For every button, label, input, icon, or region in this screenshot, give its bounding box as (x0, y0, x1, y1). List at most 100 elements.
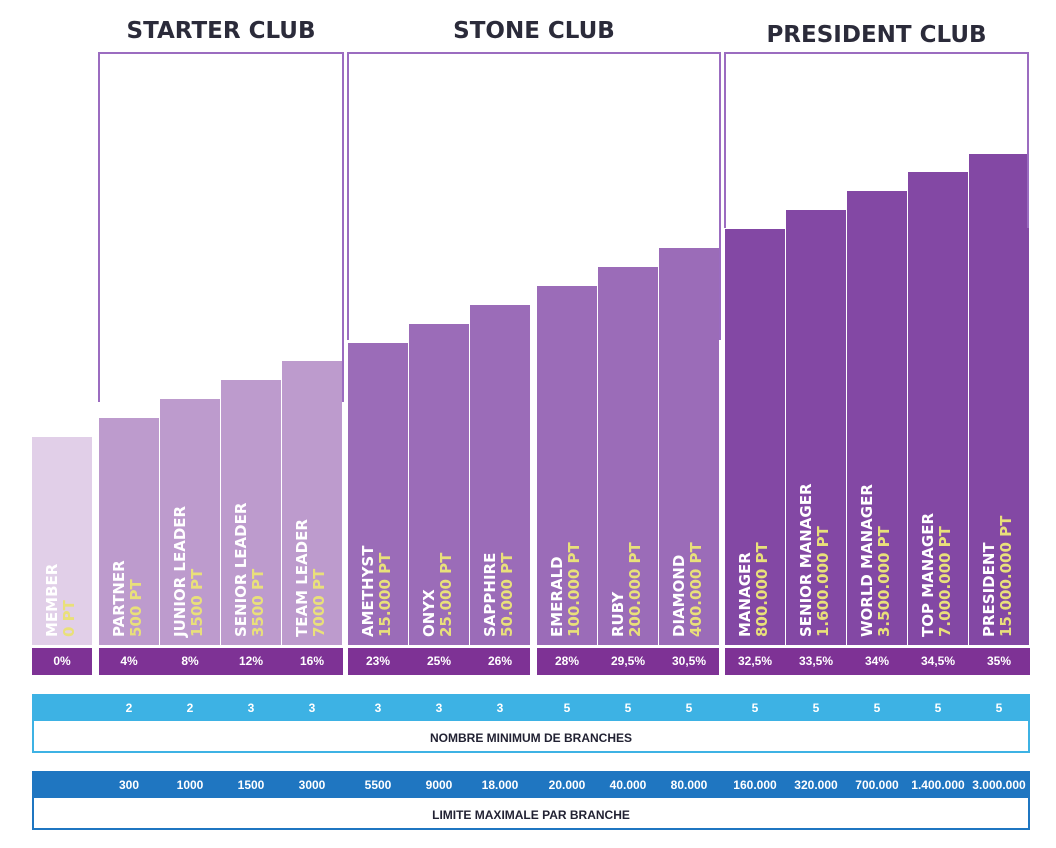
percent-label: 34% (864, 654, 890, 668)
club-bracket-3 (724, 52, 1029, 228)
bar-label: ONYX 25.000 PT (420, 553, 455, 637)
limit-row-value: 320.000 (794, 778, 838, 792)
bar-label: MEMBER 0 PT (43, 563, 78, 637)
branches-row-value: 5 (685, 701, 693, 715)
percent-label: 12% (238, 654, 264, 668)
branches-row-value: 5 (934, 701, 942, 715)
rank-name: SENIOR LEADER (232, 502, 250, 637)
rank-name: JUNIOR LEADER (171, 505, 189, 637)
percent-label: 32,5% (737, 654, 773, 668)
rank-name: DIAMOND (670, 554, 688, 637)
rank-name: PRESIDENT (980, 542, 998, 637)
percent-label: 8% (181, 654, 199, 668)
rank-points: 800.000 PT (753, 542, 771, 637)
percent-label: 29,5% (610, 654, 646, 668)
limit-row-value: 1500 (237, 778, 265, 792)
bar-label: SENIOR LEADER 3500 PT (232, 502, 267, 637)
bar-label: PRESIDENT 15.000.000 PT (980, 515, 1015, 637)
rank-points: 7.000.000 PT (936, 526, 954, 637)
bar-manager: MANAGER 800.000 PT (725, 229, 785, 645)
bar-senior-manager: SENIOR MANAGER 1.600.000 PT (786, 210, 846, 645)
club-title: STARTER CLUB (126, 18, 316, 44)
bar-label: MANAGER 800.000 PT (736, 542, 771, 637)
limit-row-value: 9000 (425, 778, 453, 792)
bar-label: RUBY 200.000 PT (609, 542, 644, 637)
branches-row-value: 3 (496, 701, 504, 715)
rank-name: WORLD MANAGER (858, 484, 876, 637)
percent-label: 4% (120, 654, 138, 668)
branches-row: 2 2 3 3 3 3 3 5 5 5 5 5 5 5 5 NOMBRE MINIMUM DE BRANCHE… (32, 694, 1030, 753)
rank-points: 100.000 PT (565, 542, 583, 637)
percent-label: 28% (554, 654, 580, 668)
bar-label: TOP MANAGER 7.000.000 PT (919, 512, 954, 637)
percent-label: 34,5% (920, 654, 956, 668)
club-bracket-1 (98, 52, 344, 402)
rank-points: 7000 PT (310, 568, 328, 637)
rank-points: 3.500.000 PT (875, 526, 893, 637)
branches-row-value: 2 (125, 701, 133, 715)
limit-row-band (34, 773, 1028, 798)
bar-president: PRESIDENT 15.000.000 PT (969, 153, 1029, 645)
branches-row-caption: NOMBRE MINIMUM DE BRANCHES (430, 731, 632, 745)
rank-name: SAPPHIRE (481, 552, 499, 637)
limit-row-value: 1000 (176, 778, 204, 792)
limit-row-value: 20.000 (548, 778, 586, 792)
bar-senior-leader: SENIOR LEADER 3500 PT (221, 380, 281, 645)
rank-points: 50.000 PT (498, 552, 516, 637)
limit-row-value: 40.000 (609, 778, 647, 792)
bar-onyx: ONYX 25.000 PT (409, 323, 469, 645)
bar-label: DIAMOND 400.000 PT (670, 542, 705, 637)
branches-row-value: 5 (873, 701, 881, 715)
rank-points: 0 PT (60, 600, 78, 637)
bar-label: JUNIOR LEADER 1500 PT (171, 505, 206, 637)
limit-row-value: 80.000 (670, 778, 708, 792)
bar-label: SAPPHIRE 50.000 PT (481, 552, 516, 637)
branches-row-value: 3 (374, 701, 382, 715)
club-title: STONE CLUB (453, 18, 615, 44)
limit-row-value: 1.400.000 (911, 778, 965, 792)
bar-amethyst: AMETHYST 15.000 PT (348, 342, 408, 645)
percent-strip (99, 648, 343, 675)
rank-points: 1500 PT (188, 568, 206, 637)
percent-strip (537, 648, 719, 675)
rank-name: PARTNER (110, 560, 128, 637)
branches-row-value: 5 (563, 701, 571, 715)
club-bracket-2 (347, 52, 721, 340)
rank-name: TOP MANAGER (919, 512, 937, 637)
percent-label: 23% (365, 654, 391, 668)
bar-top-manager: TOP MANAGER 7.000.000 PT (908, 172, 968, 645)
bar-diamond: DIAMOND 400.000 PT (659, 248, 719, 645)
percent-strip (32, 648, 92, 675)
limit-row-value: 300 (118, 778, 140, 792)
bar-label: EMERALD 100.000 PT (548, 542, 583, 637)
percent-strip (348, 648, 530, 675)
rank-name: EMERALD (548, 556, 566, 637)
branches-row-value: 3 (435, 701, 443, 715)
bar-member: MEMBER 0 PT (32, 437, 92, 645)
bar-label: WORLD MANAGER 3.500.000 PT (858, 484, 893, 637)
rank-points: 1.600.000 PT (814, 526, 832, 637)
rank-name: ONYX (420, 589, 438, 637)
branches-row-value: 5 (751, 701, 759, 715)
percent-label: 30,5% (671, 654, 707, 668)
club-title: PRESIDENT CLUB (766, 22, 987, 48)
branches-row-value: 2 (186, 701, 194, 715)
branches-row-value: 5 (995, 701, 1003, 715)
rank-points: 500 PT (127, 579, 145, 637)
branches-row-band (34, 696, 1028, 721)
bar-label: AMETHYST 15.000 PT (359, 546, 394, 637)
limit-row-value: 160.000 (733, 778, 777, 792)
limit-row-value: 18.000 (481, 778, 519, 792)
limit-row-value: 700.000 (855, 778, 899, 792)
limit-row-caption: LIMITE MAXIMALE PAR BRANCHE (432, 808, 630, 822)
bar-team-leader: TEAM LEADER 7000 PT (282, 361, 342, 645)
percent-label: 33,5% (798, 654, 834, 668)
branches-row-value: 5 (624, 701, 632, 715)
branches-row-value: 3 (308, 701, 316, 715)
rank-points: 15.000.000 PT (997, 515, 1015, 637)
rank-name: MEMBER (43, 563, 61, 637)
branches-row-value: 3 (247, 701, 255, 715)
rank-name: SENIOR MANAGER (797, 483, 815, 637)
percent-label: 16% (299, 654, 325, 668)
bar-ruby: RUBY 200.000 PT (598, 266, 658, 645)
